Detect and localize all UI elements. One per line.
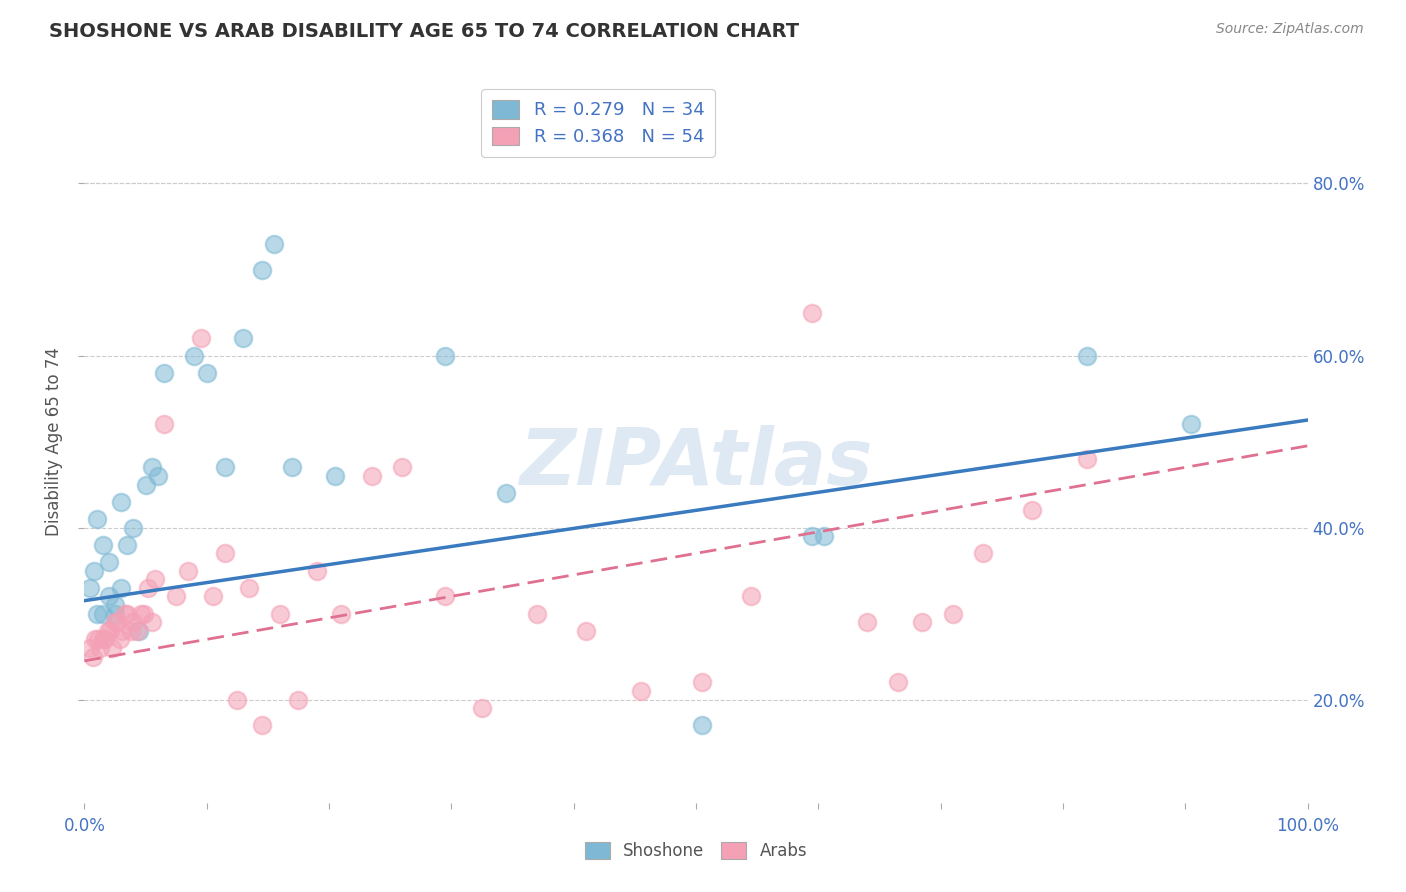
Point	[105, 615, 128, 630]
Point	[305, 564, 328, 578]
Point	[91, 538, 114, 552]
Point	[141, 460, 163, 475]
Point	[323, 469, 346, 483]
Point	[165, 590, 187, 604]
Point	[887, 675, 910, 690]
Point	[82, 649, 104, 664]
Point	[108, 632, 131, 647]
Point	[91, 607, 114, 621]
Point	[526, 607, 548, 621]
Point	[143, 572, 166, 586]
Point	[110, 581, 132, 595]
Point	[146, 469, 169, 483]
Point	[471, 701, 494, 715]
Point	[269, 607, 291, 621]
Point	[226, 692, 249, 706]
Y-axis label: Disability Age 65 to 74: Disability Age 65 to 74	[45, 347, 63, 536]
Point	[801, 529, 824, 543]
Point	[1021, 503, 1043, 517]
Point	[141, 615, 163, 630]
Point	[263, 236, 285, 251]
Point	[79, 640, 101, 655]
Point	[690, 675, 713, 690]
Point	[972, 546, 994, 560]
Point	[115, 607, 138, 621]
Point	[134, 607, 156, 621]
Point	[1076, 349, 1098, 363]
Point	[250, 718, 273, 732]
Point	[136, 581, 159, 595]
Point	[104, 598, 127, 612]
Point	[434, 590, 457, 604]
Point	[129, 607, 152, 621]
Point	[911, 615, 934, 630]
Point	[801, 305, 824, 319]
Point	[122, 520, 145, 534]
Text: Source: ZipAtlas.com: Source: ZipAtlas.com	[1216, 22, 1364, 37]
Point	[287, 692, 309, 706]
Point	[79, 581, 101, 595]
Point	[89, 640, 111, 655]
Point	[942, 607, 965, 621]
Point	[630, 684, 652, 698]
Point	[214, 546, 236, 560]
Point	[120, 624, 142, 638]
Point	[391, 460, 413, 475]
Text: SHOSHONE VS ARAB DISABILITY AGE 65 TO 74 CORRELATION CHART: SHOSHONE VS ARAB DISABILITY AGE 65 TO 74…	[49, 22, 800, 41]
Point	[238, 581, 260, 595]
Point	[114, 607, 136, 621]
Point	[690, 718, 713, 732]
Point	[94, 632, 117, 647]
Point	[97, 590, 120, 604]
Point	[232, 331, 254, 345]
Point	[183, 349, 205, 363]
Point	[97, 624, 120, 638]
Point	[104, 607, 127, 621]
Point	[86, 512, 108, 526]
Point	[83, 564, 105, 578]
Point	[122, 615, 145, 630]
Point	[153, 366, 176, 380]
Point	[128, 624, 150, 638]
Point	[195, 366, 218, 380]
Point	[98, 624, 121, 638]
Text: ZIPAtlas: ZIPAtlas	[519, 425, 873, 501]
Point	[434, 349, 457, 363]
Point	[190, 331, 212, 345]
Point	[330, 607, 353, 621]
Point	[856, 615, 879, 630]
Point	[125, 624, 148, 638]
Point	[1076, 451, 1098, 466]
Point	[111, 624, 134, 638]
Point	[281, 460, 304, 475]
Point	[153, 417, 176, 432]
Point	[201, 590, 224, 604]
Point	[115, 538, 138, 552]
Point	[575, 624, 598, 638]
Legend: Shoshone, Arabs: Shoshone, Arabs	[578, 835, 814, 867]
Point	[360, 469, 382, 483]
Point	[101, 640, 124, 655]
Point	[110, 494, 132, 508]
Point	[86, 607, 108, 621]
Point	[177, 564, 200, 578]
Point	[84, 632, 107, 647]
Point	[104, 615, 127, 630]
Point	[87, 632, 110, 647]
Point	[250, 262, 273, 277]
Point	[97, 555, 120, 569]
Point	[214, 460, 236, 475]
Point	[813, 529, 835, 543]
Point	[91, 632, 114, 647]
Point	[1180, 417, 1202, 432]
Point	[740, 590, 762, 604]
Point	[495, 486, 517, 500]
Point	[135, 477, 157, 491]
